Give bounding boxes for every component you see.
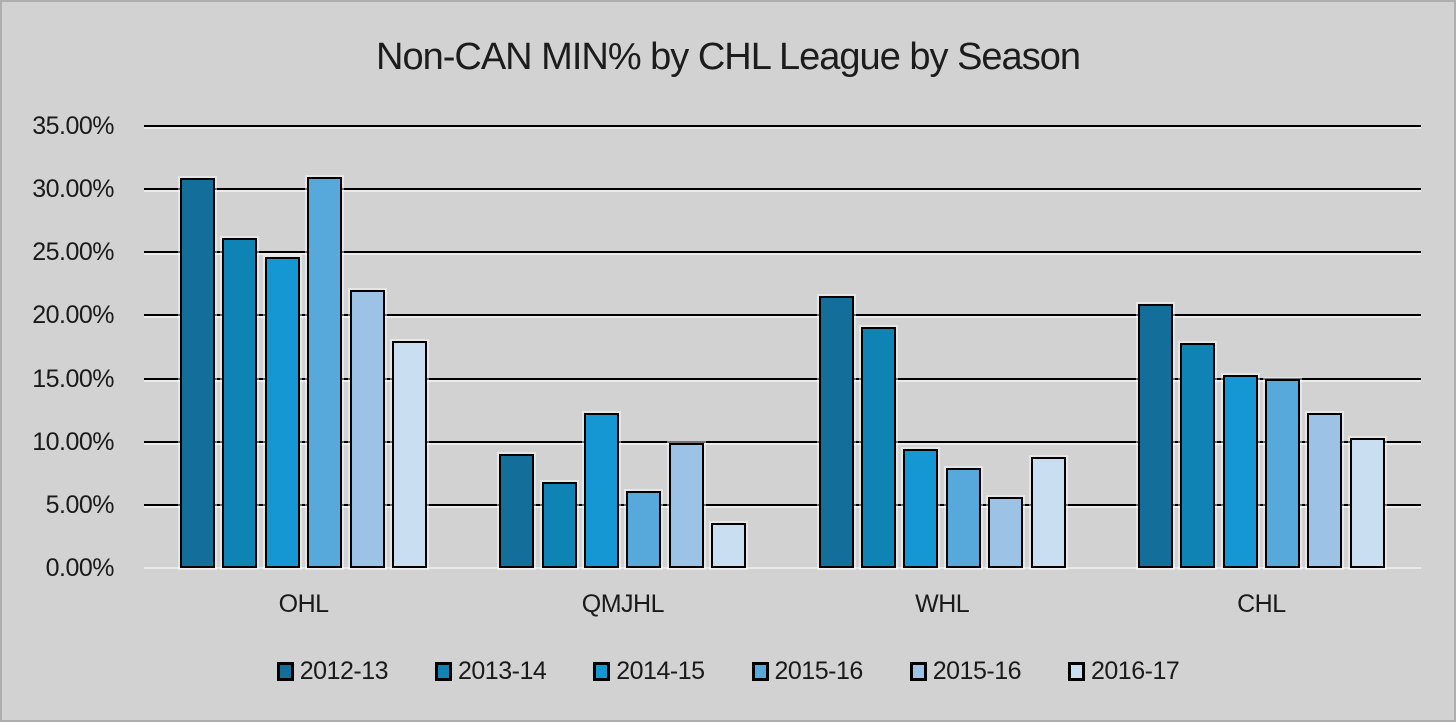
legend: 2012-13 2013-14 2014-15 2015-16 2015-16 2016-… <box>2 657 1454 686</box>
bar-chl-2013-14 <box>1180 343 1216 568</box>
legend-item-2014-15: 2014-15 <box>593 657 705 686</box>
gridline-15 <box>144 377 1421 380</box>
bar-qmjhl-2015-16 <box>668 442 704 568</box>
bar-qmjhl-2013-14 <box>541 482 577 568</box>
bar-qmjhl-2016-17 <box>711 522 747 568</box>
y-tick-label: 20.00% <box>32 301 114 330</box>
gridline-5 <box>144 503 1421 506</box>
y-tick-label: 30.00% <box>32 175 114 204</box>
gridline-30 <box>144 188 1421 191</box>
bar-whl-2016-17 <box>1030 456 1066 568</box>
bar-ohl-2013-14 <box>222 238 258 568</box>
category-label-whl: WHL <box>915 590 970 618</box>
legend-item-2015-16: 2015-16 <box>909 657 1022 686</box>
legend-swatch-icon <box>751 662 769 681</box>
y-tick-label: 10.00% <box>32 427 114 456</box>
bar-whl-2015-16 <box>945 468 981 568</box>
legend-item-2012-13: 2012-13 <box>276 657 389 686</box>
y-tick-label: 0.00% <box>45 554 115 582</box>
legend-swatch-icon <box>593 662 611 681</box>
legend-label: 2016-17 <box>1091 657 1180 685</box>
bar-chl-2014-15 <box>1222 374 1258 568</box>
legend-item-2013-14: 2013-14 <box>435 657 547 686</box>
y-tick-label: 5.00% <box>45 490 115 519</box>
category-label-qmjhl: QMJHL <box>581 590 665 618</box>
gridline-25 <box>144 251 1421 254</box>
bar-ohl-2012-13 <box>180 177 215 568</box>
legend-swatch-icon <box>1068 662 1085 681</box>
bar-chl-2012-13 <box>1137 304 1173 568</box>
legend-swatch-icon <box>435 662 452 681</box>
bar-chl-2016-17 <box>1349 437 1385 568</box>
bar-whl-2015-16 <box>988 497 1024 568</box>
gridline-35 <box>144 125 1421 127</box>
legend-swatch-icon <box>909 662 927 681</box>
bar-qmjhl-2015-16 <box>626 490 662 568</box>
legend-item-2016-17: 2016-17 <box>1068 657 1180 686</box>
bar-qmjhl-2012-13 <box>499 454 535 568</box>
gridline-20 <box>144 314 1421 317</box>
chart-title: Non-CAN MIN% by CHL League by Season <box>376 36 1081 78</box>
bar-chl-2015-16 <box>1264 378 1300 568</box>
category-label-ohl: OHL <box>278 590 329 618</box>
legend-item-2015-16: 2015-16 <box>751 657 864 686</box>
legend-label: 2013-14 <box>458 657 547 685</box>
bar-whl-2013-14 <box>860 326 896 568</box>
legend-label: 2012-13 <box>299 657 389 685</box>
bar-ohl-2016-17 <box>392 340 427 568</box>
gridline-10 <box>144 440 1421 443</box>
gridline-0 <box>144 567 1421 569</box>
bar-qmjhl-2014-15 <box>584 412 620 568</box>
y-tick-label: 25.00% <box>32 238 114 267</box>
bar-whl-2012-13 <box>818 296 854 568</box>
bar-ohl-2014-15 <box>264 257 300 568</box>
legend-label: 2015-16 <box>932 657 1022 685</box>
legend-swatch-icon <box>276 662 294 681</box>
bar-ohl-2015-16 <box>349 290 385 568</box>
legend-label: 2014-15 <box>616 657 705 685</box>
bar-chl-2015-16 <box>1307 412 1343 568</box>
bar-ohl-2015-16 <box>307 176 343 568</box>
y-tick-label: 15.00% <box>32 364 114 393</box>
category-label-chl: CHL <box>1237 590 1286 618</box>
y-tick-label: 35.00% <box>32 112 114 140</box>
bar-whl-2014-15 <box>903 449 939 568</box>
legend-label: 2015-16 <box>774 657 864 685</box>
